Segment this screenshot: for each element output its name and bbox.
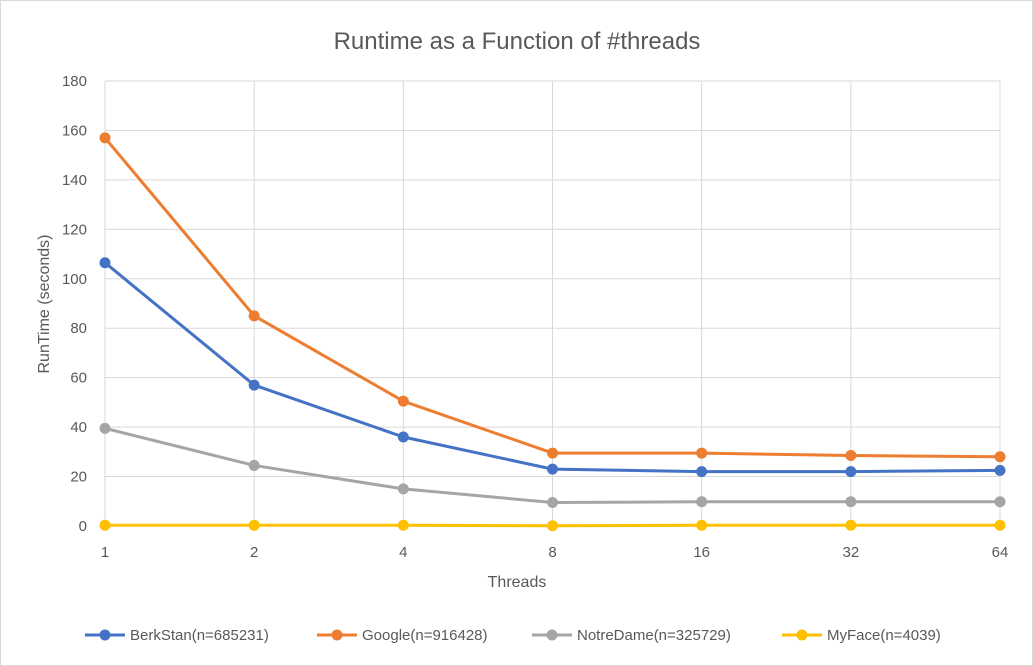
legend-item: NotreDame(n=325729) [532, 627, 731, 644]
data-point [397, 483, 409, 495]
x-tick-label: 4 [399, 544, 407, 561]
y-tick-label: 100 [62, 271, 87, 288]
data-point [845, 466, 857, 478]
data-point [248, 459, 260, 471]
x-tick-label: 2 [250, 544, 258, 561]
data-point [547, 447, 558, 459]
data-point [397, 519, 409, 531]
series-1 [99, 132, 1006, 463]
data-point [99, 257, 111, 269]
y-tick-label: 140 [62, 172, 87, 189]
legend-item: Google(n=916428) [317, 627, 488, 644]
x-tick-label: 32 [842, 544, 859, 561]
x-axis-title: Threads [488, 574, 547, 591]
plot-series [99, 132, 1006, 532]
data-point [397, 395, 409, 407]
grid-lines [104, 80, 1001, 527]
data-point [547, 497, 558, 509]
chart-title: Runtime as a Function of #threads [334, 28, 701, 55]
legend-label: MyFace(n=4039) [827, 627, 941, 644]
data-point [845, 496, 857, 508]
y-tick-label: 160 [62, 122, 87, 139]
legend-swatch-marker [331, 629, 343, 641]
data-point [99, 422, 111, 434]
data-point [248, 379, 260, 391]
legend-swatch-marker [546, 629, 558, 641]
data-point [994, 464, 1006, 476]
y-axis-title: RunTime (seconds) [36, 234, 53, 373]
x-tick-label: 8 [548, 544, 556, 561]
data-point [994, 496, 1006, 508]
legend-swatch-marker [99, 629, 111, 641]
legend-label: NotreDame(n=325729) [577, 627, 731, 644]
data-point [547, 520, 558, 532]
legend-swatch-marker [796, 629, 808, 641]
x-axis-ticks: 1 2 4 8 16 32 64 [101, 544, 1009, 561]
data-point [994, 451, 1006, 463]
data-point [99, 132, 111, 144]
y-tick-label: 0 [79, 518, 87, 535]
x-tick-label: 64 [992, 544, 1009, 561]
data-point [99, 519, 111, 531]
data-point [994, 519, 1006, 531]
data-point [696, 496, 708, 508]
data-point [696, 447, 708, 459]
series-3 [99, 519, 1006, 532]
y-tick-label: 120 [62, 221, 87, 238]
y-tick-label: 80 [70, 320, 87, 337]
data-point [696, 519, 708, 531]
series-2 [99, 422, 1006, 509]
data-point [845, 519, 857, 531]
y-tick-label: 60 [70, 370, 87, 387]
legend-label: BerkStan(n=685231) [130, 627, 269, 644]
legend: BerkStan(n=685231) Google(n=916428) NotreD… [85, 627, 941, 644]
data-point [696, 466, 708, 478]
legend-item: BerkStan(n=685231) [85, 627, 269, 644]
data-point [397, 431, 409, 443]
x-tick-label: 16 [693, 544, 710, 561]
data-point [248, 519, 260, 531]
data-point [845, 450, 857, 462]
y-axis-ticks: 0 20 40 60 80 100 120 140 160 180 [62, 73, 87, 535]
legend-label: Google(n=916428) [362, 627, 488, 644]
legend-item: MyFace(n=4039) [782, 627, 941, 644]
x-tick-label: 1 [101, 544, 109, 561]
y-tick-label: 40 [70, 419, 87, 436]
data-point [547, 463, 558, 475]
series-0 [99, 257, 1006, 478]
y-tick-label: 180 [62, 73, 87, 90]
data-point [248, 310, 260, 322]
y-tick-label: 20 [70, 469, 87, 486]
